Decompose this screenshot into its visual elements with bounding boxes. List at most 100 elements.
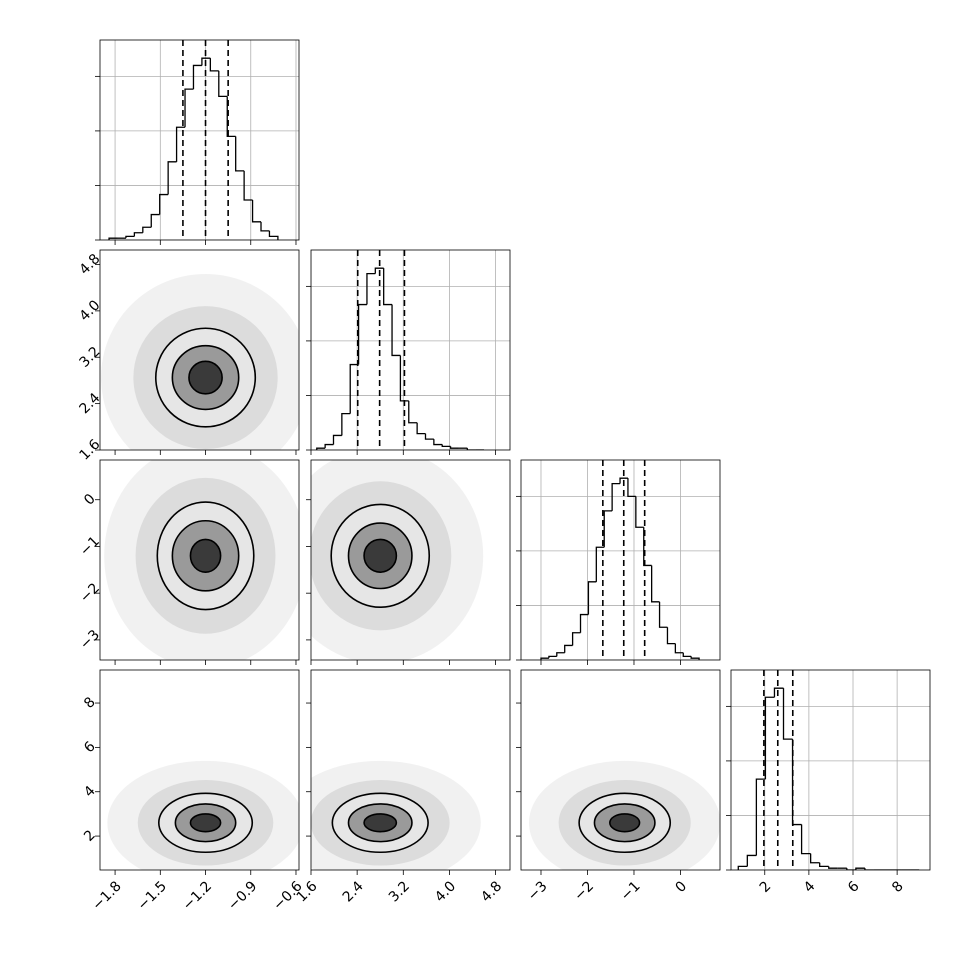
x-tick-label: 3.2 [386, 878, 413, 905]
histogram-bin [579, 613, 589, 633]
histogram-bin [332, 434, 342, 445]
histogram-bin [782, 688, 793, 740]
histogram-bin [791, 739, 802, 826]
histogram-bin [548, 655, 557, 659]
y-tick-label: 3.2 [76, 344, 103, 371]
histogram-bin [658, 601, 668, 628]
x-tick-label: −3 [525, 878, 551, 904]
density-contour [188, 360, 223, 395]
histogram-bin [424, 433, 434, 440]
panel-frame [310, 459, 511, 661]
histogram-bin [746, 854, 757, 867]
histogram-bin [324, 443, 334, 449]
histogram-bin [540, 657, 549, 660]
histogram-bin [175, 126, 186, 162]
density-contour [189, 538, 222, 573]
histogram-bin [142, 226, 152, 233]
y-tick-label: 8 [81, 694, 99, 712]
histogram-bin [595, 546, 605, 582]
histogram-bin [184, 88, 194, 128]
panel-frame [730, 669, 931, 871]
panel-frame [99, 669, 300, 871]
histogram-bin [643, 527, 652, 567]
y-tick-label: 4.0 [76, 297, 103, 324]
histogram-bin [556, 652, 565, 657]
histogram-bin [316, 447, 326, 450]
panel-frame [310, 669, 511, 871]
histogram-bin [809, 853, 820, 864]
x-tick-label: −1.2 [180, 878, 215, 913]
histogram-bin [268, 230, 279, 240]
y-tick-label: 4.8 [76, 251, 103, 278]
histogram-bin [399, 355, 409, 402]
histogram-bin [764, 696, 775, 780]
panel-frame [520, 459, 721, 661]
histogram-bin [587, 581, 597, 615]
x-tick-label: 8 [889, 878, 907, 896]
histogram-bin [209, 58, 219, 72]
histogram-bin [159, 193, 169, 215]
density-contour [609, 813, 641, 833]
histogram-bin [855, 867, 865, 870]
histogram-bin [846, 868, 856, 870]
x-tick-label: −1.8 [89, 878, 124, 913]
histogram-bin [682, 652, 692, 658]
histogram-bin [449, 446, 459, 449]
histogram-bin [828, 866, 838, 869]
histogram-bin [341, 412, 351, 436]
y-tick-label: 1.6 [76, 436, 103, 463]
histogram-bin [218, 70, 228, 98]
histogram-bin [433, 439, 443, 446]
histogram-bin [349, 363, 359, 414]
x-tick-label: −0.9 [225, 878, 260, 913]
y-tick-label: 2.4 [76, 390, 103, 417]
histogram-bin [635, 496, 644, 528]
histogram-bin [819, 862, 829, 868]
histogram-bin [243, 170, 253, 201]
histogram-bin [391, 304, 401, 357]
x-tick-label: 4 [801, 878, 819, 896]
density-contour [363, 538, 398, 573]
histogram-bin [755, 778, 766, 856]
histogram-bin [690, 656, 700, 660]
histogram-bin [366, 272, 376, 305]
panel-frame [310, 249, 511, 451]
histogram-bin [674, 643, 684, 654]
panel [311, 760, 481, 870]
histogram-bin [466, 448, 476, 450]
panel [311, 250, 510, 450]
panel [100, 40, 299, 240]
histogram-bin [383, 268, 393, 306]
y-tick-label: 0 [81, 491, 99, 509]
histogram-bin [357, 303, 367, 365]
histogram-bin [192, 64, 202, 90]
histogram-bin [666, 627, 676, 645]
density-contour [363, 813, 398, 833]
histogram-bin [800, 824, 811, 855]
histogram-bin [374, 267, 384, 274]
panel [104, 460, 299, 660]
panel-frame [99, 459, 300, 661]
panel [529, 760, 720, 870]
panel-frame [520, 669, 721, 871]
y-tick-label: 4 [81, 783, 99, 801]
histogram-bin [251, 200, 262, 223]
histogram-bin [864, 868, 874, 870]
histogram-bin [611, 482, 621, 511]
panel [107, 760, 299, 870]
histogram-bin [603, 510, 613, 548]
histogram-bin [125, 235, 135, 239]
histogram-bin [235, 136, 245, 172]
panel [101, 274, 299, 450]
panel [521, 460, 720, 660]
histogram-bin [108, 237, 118, 240]
x-tick-label: 2.4 [340, 878, 367, 905]
histogram-bin [737, 865, 748, 870]
x-tick-label: 4.0 [432, 878, 459, 905]
x-tick-label: −1.5 [135, 878, 170, 913]
histogram-bin [416, 422, 426, 435]
y-tick-label: −2 [77, 580, 103, 606]
y-tick-label: −3 [77, 627, 103, 653]
panel [311, 460, 484, 660]
x-tick-label: 0 [673, 878, 691, 896]
